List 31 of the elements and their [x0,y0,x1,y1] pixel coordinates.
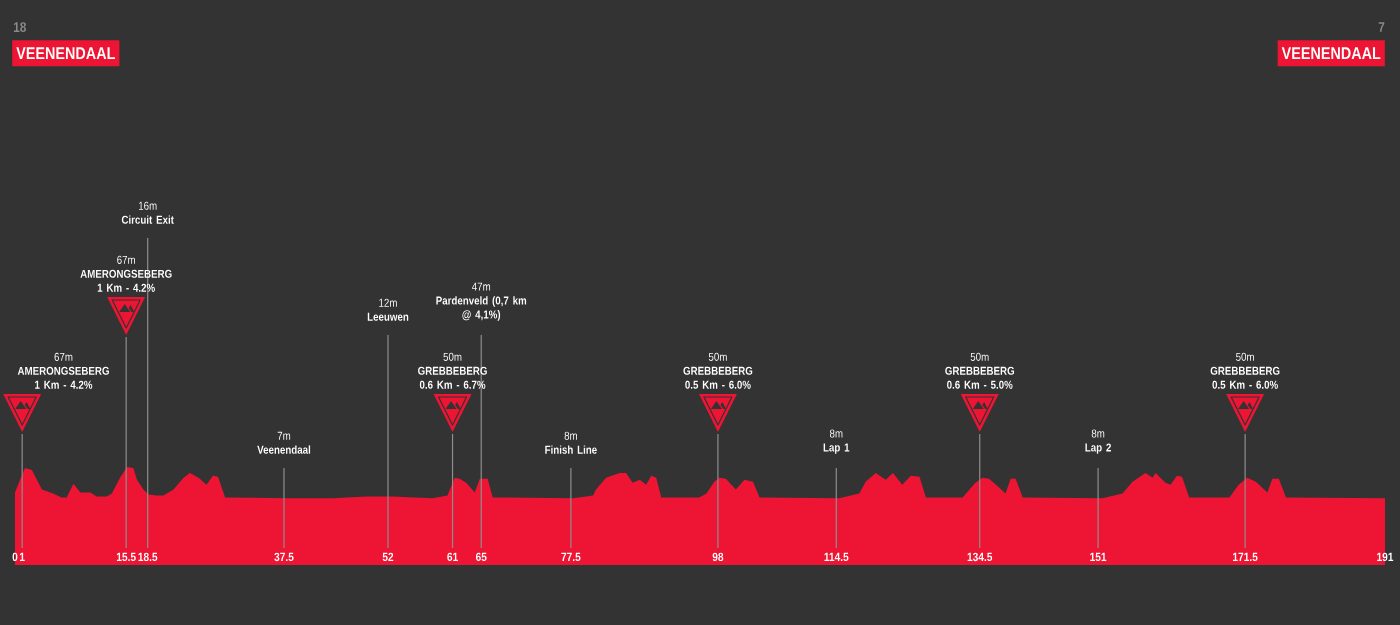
ref-line-label: 8m Lap 1 [823,429,850,454]
ref-line-label: 8m Lap 2 [1085,429,1111,454]
ref-line-label: 16m Circuit Exit [121,201,174,224]
x-tick-label: 114.5 [824,552,849,562]
text: 7 [1378,22,1385,32]
x-tick-label: 52 [382,552,394,562]
x-tick-label: 65 [475,552,487,562]
x-tick-label: 98 [712,552,724,562]
x-tick-label: 151 [1090,552,1107,562]
x-tick-label: 18.5 [138,552,158,562]
x-tick-label: 37.5 [274,552,294,562]
text: 50m GREBBEBERG 0.5 Km - 6.0% [1210,352,1280,389]
x-tick-label: 171.5 [1233,552,1258,562]
text: 50m GREBBEBERG 0.5 Km - 6.0% [683,352,753,389]
text: 18 [13,22,27,33]
text: 50m GREBBEBERG 0.6 Km - 5.0% [945,352,1015,389]
text: 50m GREBBEBERG 0.6 Km - 6.7% [418,352,487,389]
text: 67m AMERONGSEBERG 1 Km - 4.2% [80,255,172,292]
x-tick-label: 134.5 [967,552,993,562]
x-tick-label: 61 [447,552,458,562]
ref-line-label: 12m Leeuwen [367,298,409,321]
text: 67m AMERONGSEBERG 1 Km - 4.2% [17,352,109,389]
chart-title: VEENENDAAL [16,47,115,60]
x-tick-label: 15.5 [116,552,136,562]
x-tick-label: 1 [19,552,25,561]
ref-line-label: 7m Veenendaal [257,431,311,454]
x-tick-label: 0 [12,552,18,562]
ref-line-label: 8m Finish Line [545,431,597,454]
ref-line-label: 47m Pardenveld (0,7 km @ 4,1%) [436,282,527,321]
chart-subtitle: VEENENDAAL [1281,47,1381,60]
x-tick-label: 77.5 [561,552,581,562]
